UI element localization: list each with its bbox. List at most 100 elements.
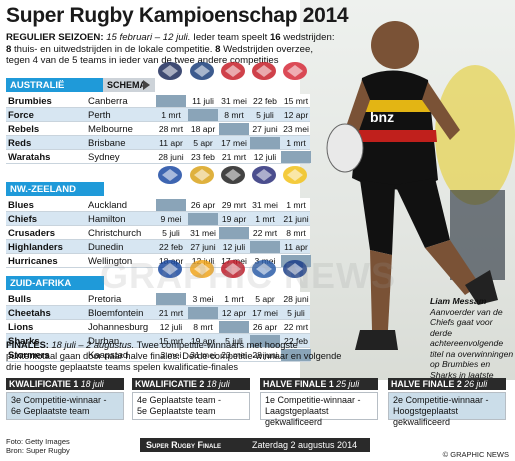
- blank-cell: [156, 293, 186, 305]
- team-name: Waratahs: [8, 152, 51, 163]
- match-date: 1 mrt: [286, 200, 306, 210]
- reds-logo-icon: [250, 60, 278, 82]
- match-date: 3 mei: [192, 294, 214, 304]
- qualifier-head: HALVE FINALE 1: [263, 379, 334, 389]
- match-date: 23 feb: [191, 152, 215, 162]
- conference-south-africa: ZUID-AFRIKA Bulls Pretoria 3 mei 1 mrt 5 apr…: [6, 260, 311, 362]
- qualifier-line1: 2e Competitie-winnaar -: [393, 395, 489, 405]
- match-date: 21 mrt: [221, 152, 247, 162]
- cheetahs-logo-icon: [188, 258, 216, 280]
- final-date: Zaterdag 2 augustus 2014: [252, 440, 358, 450]
- match-date: 19 apr: [221, 214, 247, 224]
- table-row: Blues Auckland 26 apr 29 mrt 31 mei 1 mrt: [6, 198, 310, 212]
- team-name: Force: [8, 110, 34, 121]
- team-logos: [156, 164, 310, 198]
- bulls-logo-icon: [156, 258, 184, 280]
- blank-cell: [219, 321, 249, 333]
- conference-label: AUSTRALIË: [6, 78, 104, 92]
- match-date: 21 juni: [283, 214, 309, 224]
- match-date: 8 mrt: [193, 322, 213, 332]
- season-dates: 15 februari – 12 juli.: [106, 32, 191, 43]
- intro-line1a: Ieder team speelt: [190, 32, 270, 43]
- qualifier-2: KWALIFICATIE 2 18 juli 4e Geplaatste tea…: [132, 378, 250, 420]
- match-date: 12 juli: [159, 322, 183, 332]
- page-title: Super Rugby Kampioenschap 2014: [6, 4, 349, 27]
- qualifier-line2: Laagstgeplaatst gekwalificeerd: [265, 406, 329, 427]
- match-date: 21 mrt: [158, 308, 184, 318]
- blank-cell: [281, 151, 311, 163]
- team-city: Christchurch: [88, 228, 142, 239]
- match-date: 28 mrt: [158, 124, 184, 134]
- table-row: Brumbies Canberra 11 juli 31 mei 22 feb 15 mr…: [6, 94, 310, 108]
- table-row: Force Perth 1 mrt 8 mrt 5 juli 12 apr: [6, 108, 310, 122]
- team-city: Canberra: [88, 96, 128, 107]
- qualifier-line1: 1e Competitie-winnaar -: [265, 395, 361, 405]
- highlanders-logo-icon: [250, 164, 278, 186]
- photo-credit: Foto: Getty Images: [6, 437, 70, 446]
- qualifier-head: KWALIFICATIE 1: [9, 379, 79, 389]
- match-date: 27 juni: [190, 242, 216, 252]
- match-date: 1 mrt: [224, 294, 244, 304]
- match-date: 26 apr: [190, 200, 216, 210]
- qualifier-date: 25 juli: [336, 379, 360, 389]
- source-credit: Bron: Super Rugby: [6, 446, 70, 455]
- team-name: Highlanders: [8, 242, 63, 253]
- qualifier-line1: 3e Competitie-winnaar -: [11, 395, 107, 405]
- intro-matches-count: 16: [269, 32, 281, 43]
- final-bar: Super Rugby Finale Zaterdag 2 augustus 2…: [140, 438, 370, 452]
- match-date: 11 apr: [284, 242, 308, 252]
- blank-cell: [188, 307, 218, 319]
- match-date: 28 juni: [158, 152, 184, 162]
- watermark: GRAPHIC NEWS: [100, 255, 397, 296]
- match-date: 15 mrt: [158, 336, 184, 346]
- table-row: Waratahs Sydney 28 juni 23 feb 21 mrt 12 juli: [6, 150, 311, 164]
- match-date: 23 mei: [221, 350, 247, 360]
- match-date: 5 juli: [225, 336, 243, 346]
- table-row: Reds Brisbane 11 apr 5 apr 17 mei 1 mrt: [6, 136, 310, 150]
- qualifier-line1: 4e Geplaatste team -: [137, 395, 222, 405]
- match-date: 8 mrt: [286, 228, 306, 238]
- team-city: Sydney: [88, 152, 120, 163]
- match-date: 5 juli: [287, 308, 305, 318]
- photo-caption: Liam Messam Aanvoerder van de Chiefs gaa…: [430, 296, 514, 391]
- match-date: 1 mrt: [255, 214, 275, 224]
- blues-logo-icon: [156, 164, 184, 186]
- table-row: Highlanders Dunedin 22 feb 27 juni 12 juli 11…: [6, 240, 310, 254]
- match-date: 31 mei: [252, 200, 278, 210]
- intro-overseas-count: 8: [215, 43, 221, 55]
- qualifier-head: KWALIFICATIE 2: [135, 379, 205, 389]
- match-date: 28 juni: [283, 294, 309, 304]
- match-date: 31 mei: [190, 350, 216, 360]
- team-name: Crusaders: [8, 228, 55, 239]
- schema-label: SCHEMA: [103, 78, 155, 92]
- force-logo-icon: [188, 60, 216, 82]
- team-name: Bulls: [8, 294, 32, 305]
- qualifier-date: 26 juli: [464, 379, 488, 389]
- qualifier-date: 18 juli: [80, 379, 104, 389]
- finals-description: Twee competitie-winnaars met hoogste pun…: [6, 340, 342, 372]
- team-logos: [156, 258, 310, 292]
- table-row: Stormers Kaapstad 3 mei 31 mei 23 mei 28 juni: [6, 348, 311, 362]
- match-date: 22 feb: [284, 336, 308, 346]
- team-city: Durban: [88, 336, 120, 347]
- team-city: Dunedin: [88, 242, 124, 253]
- match-date: 22 feb: [253, 96, 277, 106]
- semi-final-2: HALVE FINALE 2 26 juli 2e Competitie-win…: [388, 378, 506, 427]
- rebels-logo-icon: [219, 60, 247, 82]
- qualifier-date: 18 juli: [206, 379, 230, 389]
- waratahs-logo-icon: [281, 60, 309, 82]
- blank-cell: [250, 335, 280, 347]
- match-date: 17 mei: [221, 138, 247, 148]
- blank-cell: [219, 227, 249, 239]
- team-city: Pretoria: [88, 294, 122, 305]
- conference-australia: AUSTRALIË SCHEMA Brumbies Canberra 11 juli…: [6, 62, 311, 164]
- table-row: Bulls Pretoria 3 mei 1 mrt 5 apr 28 juni: [6, 292, 310, 306]
- team-name: Cheetahs: [8, 308, 51, 319]
- finals-label: FINALES:: [6, 340, 49, 350]
- blank-cell: [156, 199, 186, 211]
- match-date: 11 apr: [159, 138, 183, 148]
- chiefs-logo-icon: [188, 164, 216, 186]
- match-date: 22 mrt: [252, 228, 278, 238]
- team-city: Kaapstad: [88, 350, 129, 361]
- match-date: 1 mrt: [161, 110, 181, 120]
